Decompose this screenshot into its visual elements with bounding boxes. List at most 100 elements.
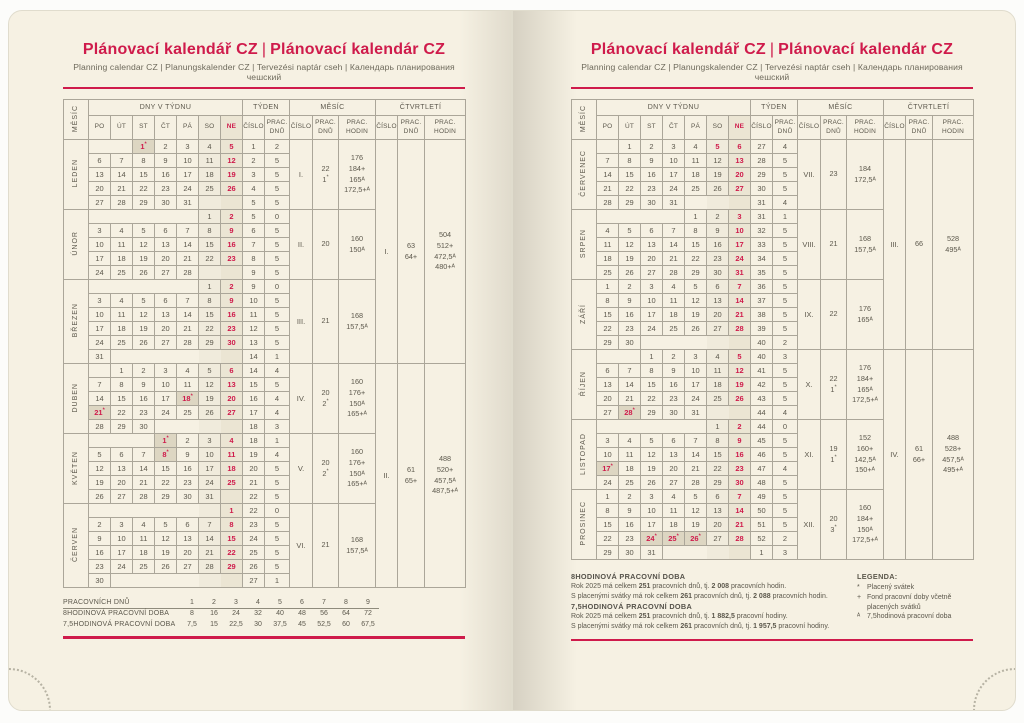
week-number-cell: 29 [750, 167, 773, 182]
day-cell: 3 [596, 433, 619, 448]
day-cell: 2 [618, 279, 641, 294]
helper-value: 37,5 [273, 621, 287, 628]
day-cell: 1 [110, 363, 133, 378]
day-cell: 6 [706, 279, 729, 294]
day-cell: 8 [640, 363, 663, 378]
bold-number: 261 [680, 593, 692, 601]
blank-cell [154, 503, 177, 518]
day-cell: 5 [640, 433, 663, 448]
day-cell: 18 [198, 167, 221, 182]
day-cell: 30 [220, 335, 243, 350]
stat-column-header: PRAC. DNŮ [312, 115, 340, 140]
month-numeral: III. [289, 279, 314, 364]
month-workhours: 176 184+ 165ᴬ 172,5+ᴬ [846, 349, 885, 420]
day-cell: 6 [728, 139, 751, 154]
working-time-heading: 8HODINOVÁ PRACOVNÍ DOBA [571, 572, 686, 581]
day-cell: 19 [618, 251, 641, 266]
page-title-cs: Plánovací kalendář CZ [590, 41, 766, 58]
day-cell: 27 [220, 405, 243, 420]
helper-row: 7,5HODINOVÁ PRACOVNÍ DOBA 7,5 15 22,5 30 37,5… [63, 619, 379, 630]
week-workdays-cell: 5 [771, 475, 799, 490]
week-number-cell: 1 [242, 139, 265, 154]
week-row: 21* 22 23 24 25 26 27 17 4 [64, 405, 466, 420]
day-cell: 19 [198, 391, 221, 406]
bold-number: 2 008 [711, 583, 730, 590]
day-cell: 16 [88, 545, 111, 560]
week-workdays-cell: 4 [263, 391, 291, 406]
day-cell: 26 [198, 405, 221, 420]
day-cell: 30 [640, 195, 663, 210]
blank-cell [198, 503, 221, 518]
day-cell: 2 [176, 433, 199, 448]
day-cell: 9 [220, 223, 243, 238]
day-cell: 27 [110, 489, 133, 504]
day-cell: 31 [662, 195, 685, 210]
blank-cell [132, 573, 155, 588]
day-cell: 10 [596, 447, 619, 462]
blank-cell [88, 279, 111, 294]
day-cell: 13 [662, 447, 685, 462]
day-cell: 9 [220, 293, 243, 308]
blank-cell [596, 139, 619, 154]
day-cell: 4 [110, 223, 133, 238]
day-name-header: NE [728, 115, 751, 140]
week-workdays-cell: 5 [263, 195, 291, 210]
paid-holiday-asterisk: * [834, 524, 837, 531]
helper-value: 45 [298, 621, 306, 628]
month-name-label: SRPEN [580, 229, 588, 259]
week-number-cell: 24 [242, 531, 265, 546]
day-cell: 24 [684, 391, 707, 406]
day-cell: 22 [198, 321, 221, 336]
week-number-cell: 39 [750, 321, 773, 336]
blank-cell [662, 419, 685, 434]
paid-holiday-asterisk: * [610, 463, 613, 470]
week-workdays-cell: 5 [263, 307, 291, 322]
day-cell: 19 [684, 307, 707, 322]
week-row: 14 15 16 17 18* 19 20 16 4 [64, 391, 466, 406]
week-number-cell: 31 [750, 209, 773, 224]
day-cell: 20 [706, 517, 729, 532]
month-name: KVĚTEN [63, 433, 89, 504]
quarter-workhours: 488 520+ 457,5ᴬ 487,5+ᴬ [424, 363, 467, 588]
day-cell: 23 [132, 405, 155, 420]
week-number-cell: 30 [750, 181, 773, 196]
day-cell: 17 [684, 377, 707, 392]
day-cell: 17 [640, 517, 663, 532]
page-title-sk: Plánovací kalendár CZ [270, 41, 446, 58]
day-cell: 10 [110, 531, 133, 546]
day-cell: 29 [110, 419, 133, 434]
day-cell: 22 [618, 181, 641, 196]
day-cell: 28 [684, 475, 707, 490]
week-number-cell: 5 [242, 195, 265, 210]
week-workdays-cell: 4 [263, 405, 291, 420]
day-cell: 25 [132, 559, 155, 574]
month-numeral: II. [289, 209, 314, 280]
day-cell: 5 [728, 349, 751, 364]
day-cell: 23 [618, 531, 641, 546]
week-number-cell: 44 [750, 405, 773, 420]
stat-column-header: PRAC. DNŮ [263, 115, 291, 140]
helper-value: 64 [342, 610, 350, 618]
week-number-cell: 4 [242, 181, 265, 196]
day-cell: 4 [198, 139, 221, 154]
blank-cell [640, 209, 663, 224]
blank-cell [154, 349, 177, 364]
day-cell: 8 [596, 293, 619, 308]
day-cell: 28 [176, 335, 199, 350]
bold-number: 1 957,5 [753, 623, 777, 631]
week-workdays-cell: 5 [263, 153, 291, 168]
week-number-cell: 9 [242, 279, 265, 294]
blank-cell [198, 265, 221, 280]
week-row: 20 21 22 23 24 25 26 43 5 [572, 391, 974, 406]
stat-column-header: ČÍSLO [242, 115, 265, 140]
day-cell: 1 [198, 209, 221, 224]
day-cell: 13 [154, 307, 177, 322]
day-cell: 13 [706, 503, 729, 518]
month-workdays: 20 2* [312, 433, 340, 504]
month-numeral: X. [797, 349, 822, 420]
helper-value: 72 [364, 610, 372, 618]
day-cell: 10 [684, 363, 707, 378]
day-cell: 20 [728, 167, 751, 182]
month-workhours: 168 157,5ᴬ [846, 209, 885, 280]
day-cell: 4 [706, 349, 729, 364]
